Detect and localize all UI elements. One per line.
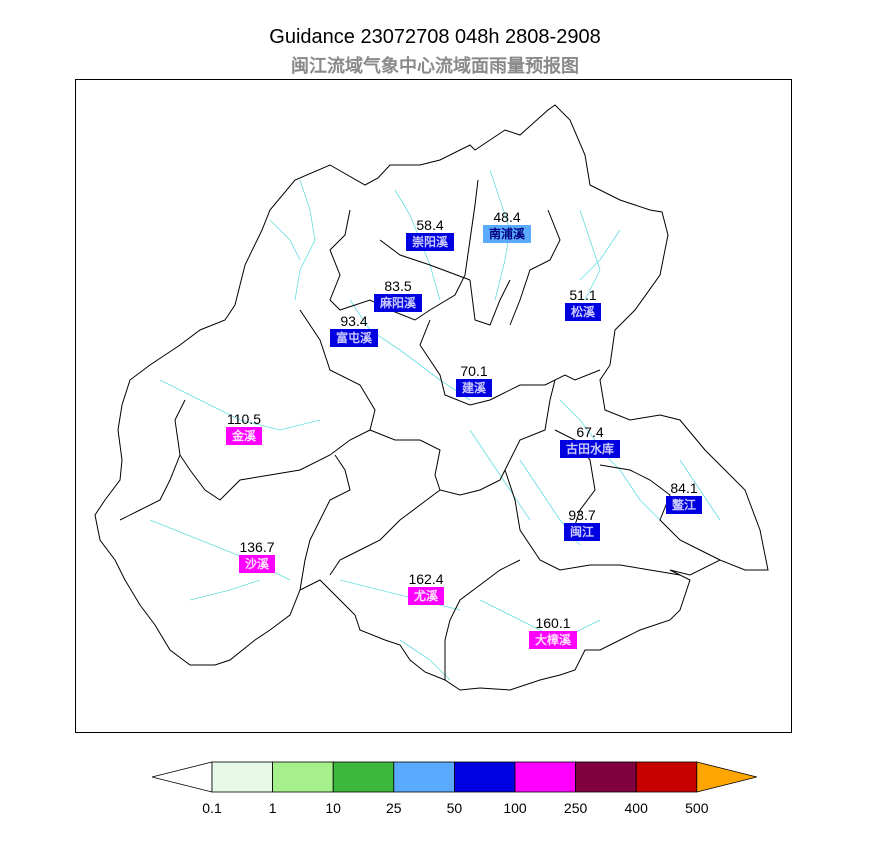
region-name: 金溪 xyxy=(225,427,263,445)
region-value: 136.7 xyxy=(239,539,275,555)
region-gutianshuiku: 67.4 古田水库 xyxy=(559,424,621,458)
region-songxi: 51.1 松溪 xyxy=(564,287,602,321)
region-name: 闽江 xyxy=(563,523,601,541)
region-value: 93.7 xyxy=(568,507,596,523)
region-aojiang: 84.1 鳌江 xyxy=(665,480,703,514)
region-name: 尤溪 xyxy=(407,587,445,605)
region-name: 松溪 xyxy=(564,303,602,321)
region-value: 70.1 xyxy=(460,363,488,379)
region-name: 古田水库 xyxy=(559,440,621,458)
region-nanpuxi: 48.4 南浦溪 xyxy=(482,209,532,243)
colorbar-cells xyxy=(151,761,757,793)
region-shaxi: 136.7 沙溪 xyxy=(238,539,276,573)
region-name: 建溪 xyxy=(455,379,493,397)
colorbar-cell xyxy=(272,761,334,793)
colorbar-tick-label: 10 xyxy=(325,800,341,816)
colorbar-tick-label: 100 xyxy=(503,800,527,816)
region-jinxi: 110.5 金溪 xyxy=(225,411,263,445)
colorbar-cell xyxy=(211,761,273,793)
region-minjiang: 93.7 闽江 xyxy=(563,507,601,541)
region-value: 110.5 xyxy=(226,411,261,427)
region-name: 南浦溪 xyxy=(482,225,532,243)
region-name: 崇阳溪 xyxy=(405,233,455,251)
colorbar-cell xyxy=(514,761,576,793)
region-jianxi: 70.1 建溪 xyxy=(455,363,493,397)
region-name: 麻阳溪 xyxy=(373,294,423,312)
region-value: 84.1 xyxy=(670,480,698,496)
region-name: 富屯溪 xyxy=(329,329,379,347)
map-frame xyxy=(75,79,792,733)
region-youxi: 162.4 尤溪 xyxy=(407,571,445,605)
region-name: 大樟溪 xyxy=(528,631,578,649)
region-value: 83.5 xyxy=(384,278,412,294)
colorbar-tick-label: 400 xyxy=(624,800,648,816)
region-value: 58.4 xyxy=(416,217,444,233)
region-futunxi: 93.4 富屯溪 xyxy=(329,313,379,347)
region-name: 鳌江 xyxy=(665,496,703,514)
region-chongyangxi: 58.4 崇阳溪 xyxy=(405,217,455,251)
colorbar-tick-label: 250 xyxy=(563,800,588,816)
region-value: 160.1 xyxy=(535,615,571,631)
colorbar-tick-label: 25 xyxy=(386,800,402,816)
colorbar-tick-label: 500 xyxy=(685,800,709,816)
region-value: 51.1 xyxy=(569,287,597,303)
colorbar-cell xyxy=(453,761,516,793)
region-value: 48.4 xyxy=(493,209,521,225)
region-name: 沙溪 xyxy=(238,555,276,573)
colorbar-cell xyxy=(393,761,455,793)
region-dazhangxi: 160.1 大樟溪 xyxy=(528,615,578,649)
region-value: 162.4 xyxy=(408,571,444,587)
colorbar-cell xyxy=(332,761,395,793)
region-value: 67.4 xyxy=(576,424,604,440)
map-subtitle: 闽江流域气象中心流域面雨量预报图 xyxy=(291,56,579,77)
colorbar-tick-label: 0.1 xyxy=(202,800,222,816)
colorbar-cell xyxy=(575,761,637,793)
colorbar-arrow-low xyxy=(151,761,213,793)
region-value: 93.4 xyxy=(340,313,368,329)
map-title: Guidance 23072708 048h 2808-2908 xyxy=(269,26,601,48)
basin-boundaries xyxy=(94,104,769,691)
colorbar-arrow-high xyxy=(696,761,757,793)
colorbar-cell xyxy=(635,761,698,793)
colorbar-tick-label: 1 xyxy=(268,800,277,816)
region-mayangxi: 83.5 麻阳溪 xyxy=(373,278,423,312)
colorbar-tick-label: 50 xyxy=(446,800,463,816)
